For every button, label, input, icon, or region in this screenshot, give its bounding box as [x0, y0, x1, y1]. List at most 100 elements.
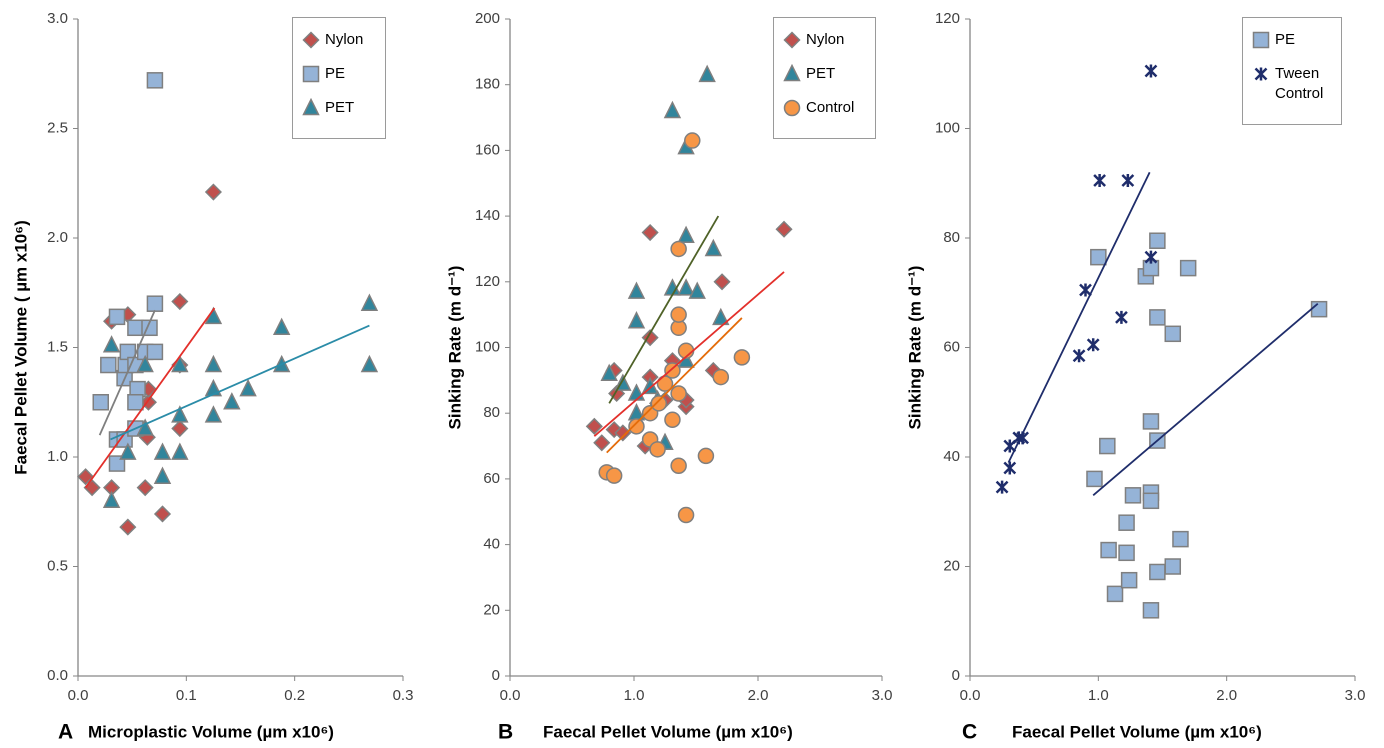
y-tick-label: 60	[943, 338, 960, 355]
square-marker	[1252, 31, 1270, 49]
square-marker	[1099, 437, 1116, 455]
triangle-marker	[136, 418, 154, 436]
x-tick-label: 2.0	[748, 687, 769, 704]
circle-marker	[649, 441, 666, 458]
star-marker	[1144, 250, 1158, 264]
panel: 0 20 40 60 80 100 120 0.0 1.0 2.0 3.0 Sinking Rate …	[905, 10, 1365, 744]
legend-marker	[783, 64, 801, 82]
legend-item: PE	[301, 64, 377, 84]
star-marker	[1144, 64, 1158, 78]
triangle-marker	[272, 317, 291, 336]
y-tick-label: 0	[492, 667, 500, 684]
y-tick-label: 100	[935, 119, 960, 136]
star-marker	[995, 480, 1009, 494]
panel: 0.0 0.5 1.0 1.5 2.0 2.5 3.0 0.0 0.1 0.2 0.3 Faecal …	[11, 10, 413, 744]
star-marker	[1003, 461, 1017, 475]
triangle-marker	[783, 64, 801, 82]
square-marker	[1118, 514, 1135, 531]
panel-label: B	[498, 721, 513, 744]
x-axis-label: Microplastic Volume (µm x10⁶)	[88, 722, 334, 741]
triangle-marker	[171, 405, 189, 423]
diamond-marker	[641, 329, 659, 347]
y-axis-label: Sinking Rate (m d⁻¹)	[445, 266, 464, 430]
y-tick-label: 20	[943, 557, 960, 574]
legend: PE Tween Control	[1242, 17, 1342, 125]
star-marker	[1072, 349, 1086, 363]
triangle-marker	[641, 376, 659, 395]
y-tick-label: 80	[943, 229, 960, 246]
legend-marker	[783, 99, 801, 117]
y-tick-label: 100	[475, 338, 500, 355]
triangle-marker	[239, 378, 257, 397]
circle-marker	[677, 506, 695, 524]
triangle-marker	[663, 100, 682, 119]
triangle-marker	[677, 225, 695, 244]
x-tick-label: 0.0	[500, 687, 521, 704]
square-marker	[1118, 544, 1135, 562]
triangle-marker	[223, 392, 241, 410]
diamond-marker	[641, 223, 659, 242]
legend-item: Control	[782, 98, 867, 118]
y-tick-label: 60	[483, 470, 500, 487]
square-marker	[127, 394, 144, 411]
panel-label: A	[58, 721, 73, 744]
triangle-marker	[600, 363, 618, 382]
diamond-marker	[136, 479, 154, 497]
y-axis-label: Sinking Rate (m d⁻¹)	[905, 266, 924, 430]
circle-marker	[733, 349, 751, 366]
legend-label: Nylon	[806, 31, 845, 48]
legend-label: Tween Control	[1275, 65, 1324, 102]
x-tick-label: 0.1	[176, 687, 197, 704]
circle-marker	[670, 457, 687, 475]
x-axis-label: Faecal Pellet Volume (µm x10⁶)	[543, 722, 793, 741]
y-tick-label: 40	[943, 448, 960, 465]
legend-item: PET	[301, 98, 377, 118]
circle-marker	[628, 418, 645, 435]
circle-marker	[650, 395, 668, 412]
diamond-marker	[204, 183, 222, 201]
legend-item: PET	[782, 64, 867, 84]
square-marker	[1142, 492, 1160, 510]
legend-marker	[1254, 67, 1268, 81]
diamond-marker	[171, 419, 189, 438]
y-tick-label: 160	[475, 141, 500, 158]
square-marker	[108, 308, 126, 326]
triangle-marker	[627, 311, 646, 329]
panel-label: C	[962, 721, 977, 744]
y-tick-label: 140	[475, 207, 500, 224]
y-tick-label: 0.0	[47, 667, 68, 684]
star-marker	[1115, 310, 1128, 324]
x-tick-label: 0.0	[960, 687, 981, 704]
y-tick-label: 2.5	[47, 119, 68, 136]
legend-label: PET	[806, 65, 836, 82]
triangle-marker	[360, 354, 379, 373]
trend-line	[1007, 171, 1151, 463]
legend-marker	[1252, 31, 1270, 49]
x-tick-label: 0.2	[284, 687, 305, 704]
square-marker	[92, 394, 109, 411]
diamond-marker	[593, 434, 611, 452]
square-marker	[1310, 300, 1328, 318]
circle-marker	[670, 306, 687, 323]
legend-marker	[302, 98, 320, 116]
square-marker	[302, 65, 320, 83]
y-tick-label: 120	[935, 10, 960, 27]
triangle-marker	[153, 442, 172, 460]
square-marker	[1100, 541, 1117, 559]
legend-label: Control	[806, 99, 855, 116]
triangle-marker	[102, 335, 121, 353]
x-tick-label: 2.0	[1216, 687, 1237, 704]
triangle-marker	[677, 278, 695, 296]
square-marker	[1149, 563, 1166, 581]
square-marker	[146, 343, 164, 361]
circle-marker	[697, 447, 715, 465]
legend-marker	[783, 31, 801, 49]
diamond-marker	[713, 273, 731, 291]
square-marker	[1149, 309, 1166, 326]
star-marker	[1086, 338, 1100, 352]
square-marker	[127, 319, 144, 337]
legend-item: Tween Control	[1251, 64, 1333, 104]
diamond-marker	[77, 468, 95, 486]
